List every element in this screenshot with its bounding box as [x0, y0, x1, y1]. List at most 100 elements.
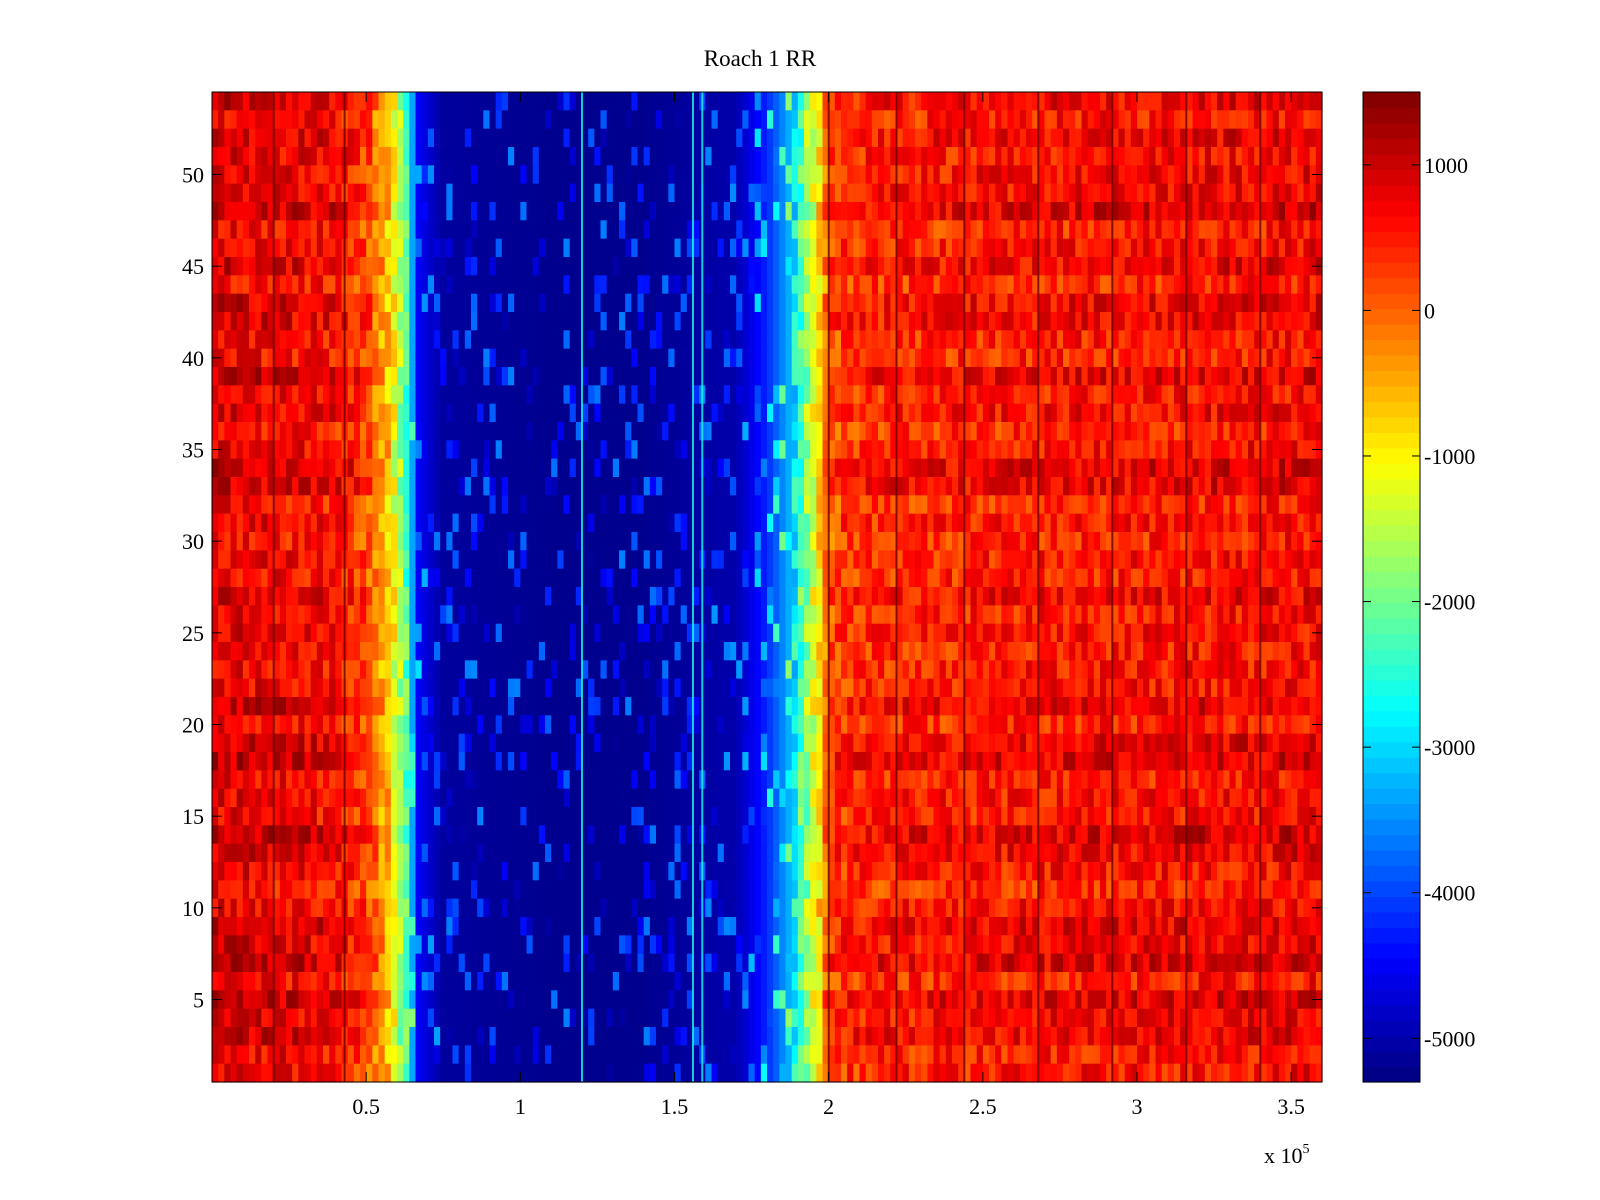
heatmap-cell — [748, 385, 756, 405]
heatmap-cell — [575, 568, 583, 588]
heatmap-cell — [1013, 495, 1021, 515]
heatmap-cell — [674, 92, 682, 111]
heatmap-cell — [1198, 183, 1206, 203]
heatmap-cell — [853, 165, 861, 185]
heatmap-cell — [896, 110, 904, 130]
heatmap-cell — [631, 183, 639, 203]
heatmap-cell — [273, 385, 281, 405]
heatmap-cell — [1248, 422, 1255, 441]
heatmap-cell — [841, 128, 848, 148]
heatmap-cell — [736, 293, 743, 313]
heatmap-cell — [625, 477, 632, 496]
heatmap-cell — [372, 513, 380, 533]
heatmap-cell — [224, 165, 232, 185]
heatmap-cell — [711, 348, 719, 368]
heatmap-cell — [1100, 330, 1107, 350]
heatmap-cell — [649, 422, 657, 441]
heatmap-cell — [625, 348, 632, 368]
heatmap-cell — [1069, 293, 1076, 313]
heatmap-cell — [588, 147, 595, 166]
heatmap-cell — [261, 477, 269, 496]
heatmap-cell — [878, 312, 885, 331]
heatmap-cell — [989, 238, 996, 258]
heatmap-cell — [939, 238, 947, 258]
heatmap-cell — [1167, 513, 1175, 533]
heatmap-cell — [236, 550, 244, 570]
heatmap-cell — [588, 440, 595, 460]
heatmap-cell — [298, 495, 306, 515]
heatmap-cell — [427, 147, 435, 166]
heatmap-cell — [1204, 385, 1212, 405]
heatmap-cell — [785, 550, 793, 570]
heatmap-cell — [1248, 532, 1255, 551]
heatmap-cell — [1143, 367, 1150, 386]
heatmap-cell — [384, 330, 392, 350]
heatmap-cell — [360, 422, 367, 441]
heatmap-cell — [520, 385, 528, 405]
heatmap-cell — [378, 330, 386, 350]
heatmap-cell — [834, 275, 842, 295]
heatmap-cell — [1093, 110, 1101, 130]
heatmap-cell — [1291, 568, 1298, 588]
heatmap-cell — [908, 92, 916, 111]
heatmap-cell — [323, 550, 330, 570]
heatmap-cell — [538, 220, 546, 240]
heatmap-cell — [686, 422, 694, 441]
heatmap-cell — [347, 257, 355, 276]
heatmap-cell — [705, 275, 713, 295]
heatmap-cell — [989, 477, 996, 496]
heatmap-cell — [1137, 92, 1144, 111]
heatmap-cell — [834, 403, 842, 423]
heatmap-cell — [1013, 367, 1021, 386]
heatmap-cell — [1254, 128, 1261, 148]
heatmap-cell — [464, 238, 472, 258]
heatmap-cell — [384, 568, 392, 588]
heatmap-cell — [631, 587, 639, 606]
heatmap-cell — [1118, 550, 1126, 570]
heatmap-cell — [902, 403, 910, 423]
heatmap-cell — [421, 403, 429, 423]
heatmap-cell — [261, 293, 269, 313]
heatmap-cell — [1241, 110, 1249, 130]
heatmap-cell — [569, 238, 577, 258]
heatmap-cell — [717, 220, 725, 240]
heatmap-cell — [249, 422, 256, 441]
heatmap-cell — [915, 403, 922, 423]
heatmap-cell — [1032, 422, 1039, 441]
heatmap-cell — [841, 587, 848, 606]
heatmap-cell — [1093, 550, 1101, 570]
heatmap-cell — [767, 257, 774, 276]
heatmap-cell — [606, 458, 614, 478]
heatmap-cell — [871, 513, 879, 533]
heatmap-cell — [384, 202, 392, 221]
heatmap-cell — [434, 403, 441, 423]
heatmap-cell — [212, 330, 219, 350]
heatmap-cell — [1001, 587, 1009, 606]
heatmap-cell — [637, 587, 645, 606]
heatmap-cell — [945, 275, 953, 295]
heatmap-cell — [298, 422, 306, 441]
heatmap-cell — [347, 422, 355, 441]
heatmap-cell — [563, 257, 571, 276]
heatmap-cell — [323, 495, 330, 515]
heatmap-cell — [588, 238, 595, 258]
heatmap-cell — [501, 513, 509, 533]
heatmap-cell — [995, 495, 1002, 515]
heatmap-cell — [921, 312, 928, 331]
heatmap-cell — [1143, 183, 1150, 203]
heatmap-cell — [434, 165, 441, 185]
heatmap-cell — [723, 257, 731, 276]
heatmap-cell — [1161, 403, 1169, 423]
heatmap-cell — [779, 330, 787, 350]
heatmap-cell — [273, 202, 281, 221]
heatmap-cell — [212, 587, 219, 606]
heatmap-cell — [1038, 147, 1046, 166]
heatmap-cell — [304, 110, 312, 130]
heatmap-cell — [1050, 238, 1058, 258]
heatmap-cell — [353, 422, 361, 441]
heatmap-cell — [804, 403, 811, 423]
heatmap-cell — [1087, 92, 1095, 111]
heatmap-cell — [927, 202, 935, 221]
heatmap-cell — [569, 202, 577, 221]
heatmap-cell — [1235, 532, 1243, 551]
